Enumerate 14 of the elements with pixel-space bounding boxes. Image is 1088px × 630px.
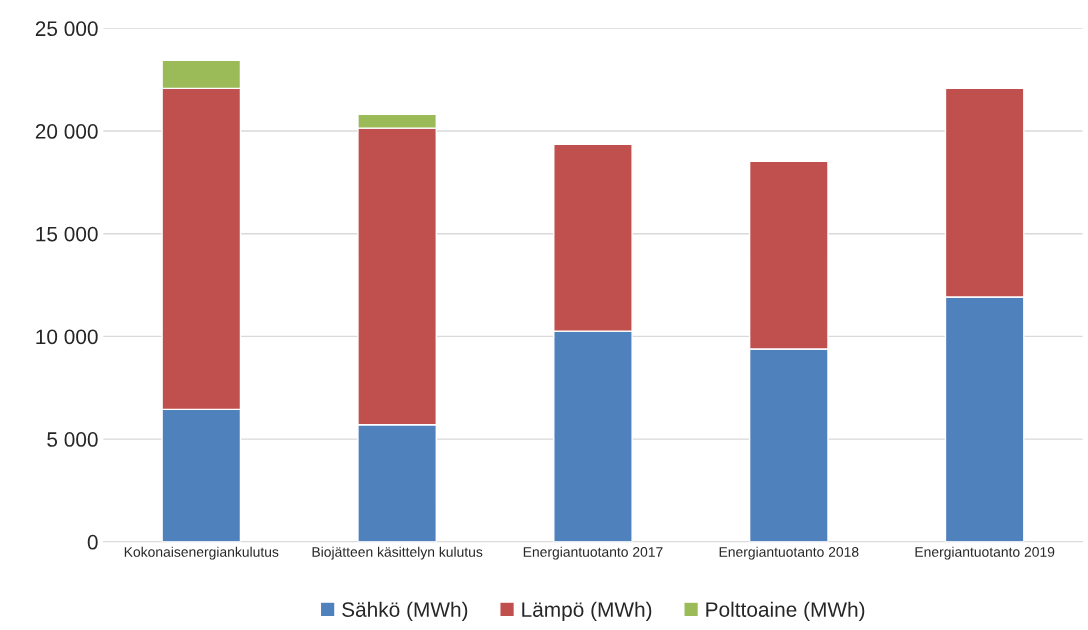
legend-label: Lämpö (MWh) (522, 601, 652, 622)
y-tick-label: 0 (87, 534, 98, 550)
legend-label: Polttoaine (MWh) (706, 601, 865, 622)
x-tick-label: Energiantuotanto 2017 (523, 546, 663, 560)
y-tick-label: 10 000 (36, 329, 98, 345)
x-tick-label: Energiantuotanto 2019 (915, 546, 1055, 560)
x-tick-label: Kokonaisenergiankulutus (124, 546, 279, 560)
y-tick-label: 25 000 (35, 21, 98, 37)
x-tick-label: Biojätteen käsittelyn kulutus (312, 546, 483, 560)
x-tick-label: Energiantuotanto 2018 (719, 546, 859, 560)
y-tick-label: 15 000 (36, 226, 98, 242)
y-tick-label: 20 000 (35, 124, 98, 139)
y-tick-label: 5 000 (47, 432, 98, 447)
legend-label: Sähkö (MWh) (342, 601, 468, 622)
